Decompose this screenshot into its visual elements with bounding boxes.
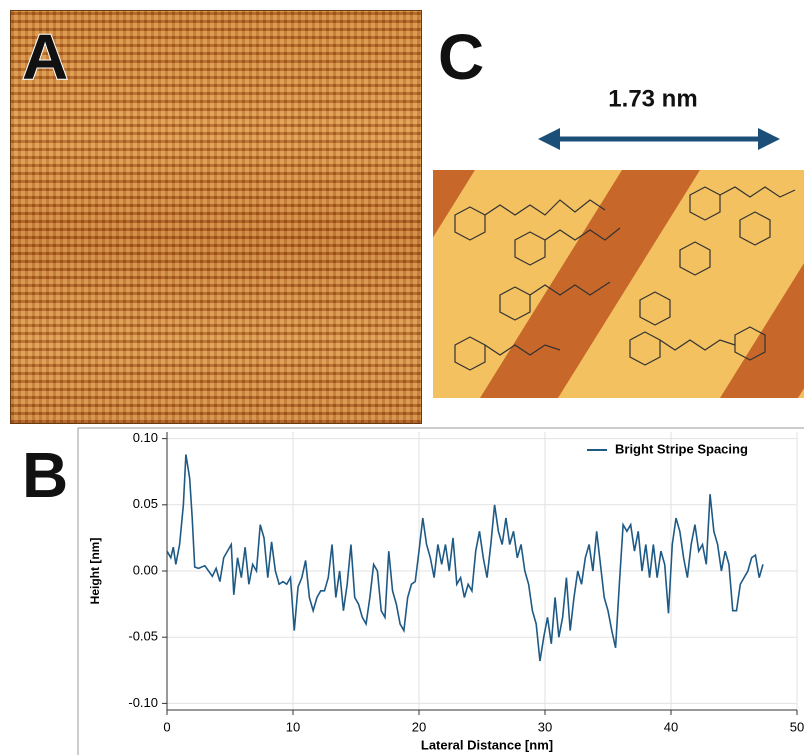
x-tick-label: 30 [538,719,552,734]
plot: 0 10 20 30 40 50 -0.10 -0.05 0.00 0.05 0.10 Bright … [128,430,804,734]
molecular-diagram [433,170,804,398]
panel-label: B [22,439,68,511]
y-tick-label: 0.00 [133,562,158,577]
y-axis-title: Height [nm] [88,538,102,605]
dimension-arrow [538,128,780,150]
dimension-label: 1.73 nm [608,85,697,112]
panel-label: A [22,21,68,93]
x-tick-label: 0 [163,719,170,734]
afm-image [10,10,422,424]
x-tick-label: 10 [286,719,300,734]
y-tick-label: -0.10 [128,695,158,710]
x-tick-label: 50 [790,719,804,734]
y-tick-label: 0.10 [133,430,158,445]
legend-label: Bright Stripe Spacing [615,441,748,456]
panel-label: C [438,21,484,93]
data-line [166,454,764,662]
x-axis-title: Lateral Distance [nm] [421,737,553,752]
x-tick-label: 40 [664,719,678,734]
y-tick-label: -0.05 [128,629,158,644]
y-tick-label: 0.05 [133,496,158,511]
x-tick-label: 20 [412,719,426,734]
